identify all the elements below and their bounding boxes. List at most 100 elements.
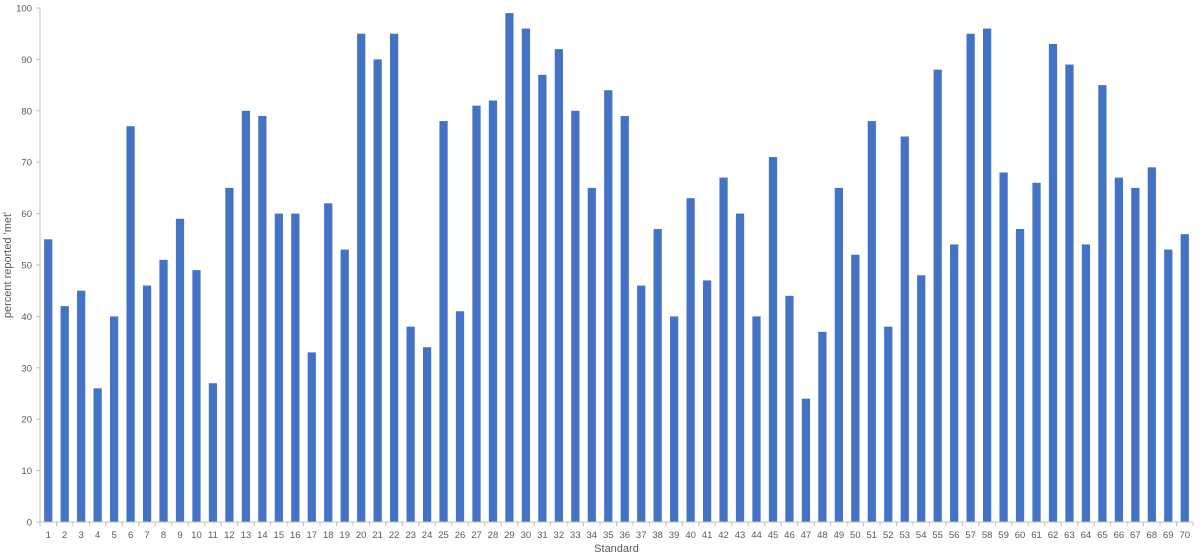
bar [439, 121, 448, 522]
bar [554, 49, 563, 523]
bars-group [44, 13, 1189, 523]
x-tick-label: 27 [471, 530, 482, 541]
y-axis-title: percent reported 'met' [2, 212, 14, 318]
x-tick-label: 33 [570, 530, 581, 541]
bar [884, 326, 893, 522]
bar [1131, 187, 1140, 522]
bar [1081, 244, 1091, 522]
x-tick-label: 45 [768, 530, 779, 541]
bar [818, 331, 827, 522]
x-tick-label: 61 [1031, 530, 1042, 541]
x-tick-label: 53 [899, 530, 910, 541]
bar [340, 249, 349, 522]
bar [851, 254, 860, 522]
bar [801, 398, 811, 522]
bar [472, 105, 481, 522]
bar [933, 69, 942, 523]
x-tick-label: 19 [339, 530, 350, 541]
x-tick-label: 6 [128, 530, 133, 541]
bar [1147, 167, 1156, 522]
bar [208, 383, 218, 522]
bar [307, 352, 316, 522]
y-tick-label: 60 [21, 209, 32, 220]
x-tick-label: 35 [603, 530, 614, 541]
x-tick-label: 22 [389, 530, 400, 541]
bar [390, 33, 399, 522]
x-tick-label: 70 [1179, 530, 1190, 541]
bar [1098, 85, 1107, 522]
x-tick-label: 46 [784, 530, 795, 541]
x-tick-label: 3 [79, 530, 84, 541]
x-tick-label: 21 [372, 530, 383, 541]
bar [1114, 177, 1123, 522]
bar [702, 280, 712, 522]
bar [373, 59, 382, 523]
x-tick-label: 65 [1097, 530, 1108, 541]
y-tick-label: 50 [21, 261, 32, 272]
x-tick-label: 51 [867, 530, 878, 541]
bar [126, 126, 135, 522]
x-tick-label: 55 [932, 530, 943, 541]
bar [604, 90, 613, 523]
x-tick-label: 1 [46, 530, 51, 541]
x-tick-label: 36 [619, 530, 630, 541]
x-axis-title: Standard [594, 543, 639, 555]
x-tick-label: 32 [554, 530, 565, 541]
bar [488, 100, 498, 523]
bar [620, 115, 629, 522]
x-tick-label: 28 [488, 530, 499, 541]
y-tick-label: 30 [21, 363, 32, 374]
x-tick-label: 63 [1064, 530, 1075, 541]
x-tick-label: 17 [306, 530, 317, 541]
y-tick-label: 80 [21, 106, 32, 117]
bar [324, 203, 333, 522]
x-tick-label: 14 [257, 530, 268, 541]
bar [521, 28, 531, 523]
bar [571, 110, 580, 523]
x-tick-label: 12 [224, 530, 235, 541]
bar [225, 187, 234, 522]
bar [538, 74, 547, 522]
bar [274, 213, 283, 522]
bar [455, 311, 465, 522]
x-tick-label: 16 [290, 530, 301, 541]
bar [505, 13, 514, 522]
x-tick-label: 60 [1015, 530, 1026, 541]
bar [1065, 64, 1074, 522]
x-tick-label: 11 [208, 530, 218, 541]
x-tick-label: 8 [161, 530, 166, 541]
x-tick-label: 13 [241, 530, 252, 541]
x-tick-label: 56 [949, 530, 960, 541]
bar [670, 316, 679, 522]
x-tick-label: 24 [422, 530, 433, 541]
bar [1180, 234, 1189, 522]
bar [999, 172, 1008, 523]
y-tick-label: 40 [21, 312, 32, 323]
bar [159, 259, 168, 522]
bar [1032, 182, 1041, 522]
bar [241, 110, 251, 523]
x-tick-label: 67 [1130, 530, 1141, 541]
bar [60, 306, 69, 522]
x-tick-label: 66 [1114, 530, 1125, 541]
bar [900, 136, 909, 522]
x-tick-label: 37 [636, 530, 647, 541]
bar [982, 28, 992, 523]
x-tick-label: 29 [504, 530, 515, 541]
bar [291, 213, 300, 522]
bar [258, 115, 267, 522]
bar [587, 187, 596, 522]
x-tick-label: 5 [111, 530, 116, 541]
x-tick-label: 26 [455, 530, 466, 541]
x-tick-label: 30 [521, 530, 532, 541]
bar [77, 290, 86, 522]
bar [93, 388, 102, 522]
bar [966, 33, 975, 522]
bar [752, 316, 761, 522]
bar [686, 198, 695, 522]
x-tick-label: 4 [95, 530, 100, 541]
x-tick-label: 68 [1147, 530, 1158, 541]
x-tick-label: 25 [438, 530, 449, 541]
